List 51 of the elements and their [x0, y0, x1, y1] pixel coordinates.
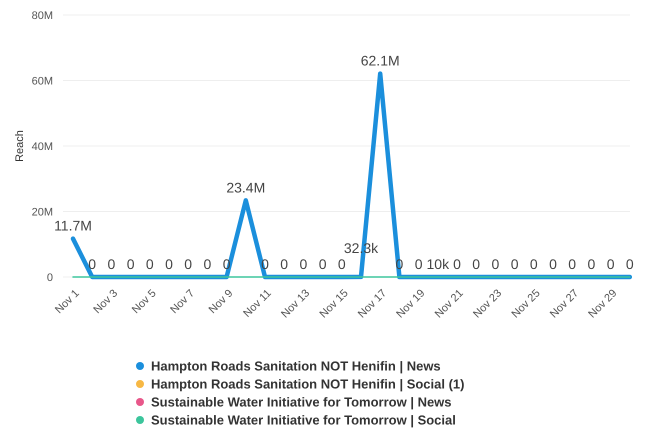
data-label: 0 [126, 256, 135, 272]
data-label: 0 [510, 256, 519, 272]
data-label: 0 [184, 256, 192, 272]
legend-label: Sustainable Water Initiative for Tomorrow | News [151, 394, 452, 410]
y-tick-label: 20M [32, 206, 53, 218]
x-tick-label: Nov 17 [356, 287, 390, 320]
x-tick-label: Nov 5 [130, 287, 159, 316]
data-label: 0 [300, 256, 308, 272]
y-tick-label: 60M [32, 75, 53, 88]
data-label: 0 [492, 256, 500, 272]
x-tick-label: Nov 27 [548, 287, 582, 320]
data-label: 0 [549, 256, 558, 272]
x-tick-label: Nov 7 [168, 287, 198, 316]
x-tick-label: Nov 21 [432, 287, 466, 320]
data-label: 0 [472, 256, 480, 272]
data-label: 0 [338, 256, 346, 272]
x-tick-label: Nov 3 [91, 287, 120, 316]
x-tick-label: Nov 29 [586, 287, 620, 320]
x-tick-label: Nov 11 [241, 287, 274, 320]
data-label: 10k [426, 256, 450, 272]
legend-label: Hampton Roads Sanitation NOT Henifin | Social (1) [151, 376, 464, 392]
data-label: 0 [588, 256, 596, 272]
data-label: 0 [88, 256, 96, 272]
x-tick-label: Nov 13 [279, 287, 312, 320]
data-label: 0 [530, 256, 538, 272]
x-tick-label: Nov 25 [510, 287, 543, 320]
data-label: 0 [146, 256, 154, 272]
data-label: 23.4M [226, 179, 266, 196]
y-tick-label: 0 [46, 272, 53, 284]
y-axis-title: Reach [14, 130, 26, 162]
y-tick-label: 40M [32, 140, 53, 153]
data-label: 0 [453, 256, 462, 272]
data-label: 0 [165, 256, 174, 272]
data-label: 0 [108, 256, 116, 272]
data-label: 0 [318, 256, 327, 272]
data-label: 0 [204, 256, 212, 272]
data-label: 0 [606, 256, 615, 272]
legend-label: Sustainable Water Initiative for Tomorrow | Social [151, 412, 456, 428]
x-tick-label: Nov 19 [394, 287, 428, 320]
x-tick-label: Nov 23 [471, 287, 504, 320]
y-tick-label: 80M [32, 10, 53, 22]
data-label: 0 [626, 256, 634, 272]
x-tick-label: Nov 1 [53, 287, 82, 316]
data-label: 0 [414, 256, 423, 272]
data-label: 0 [280, 256, 288, 272]
x-tick-label: Nov 9 [206, 287, 236, 316]
x-tick-label: Nov 15 [318, 287, 351, 320]
data-label: 11.7M [54, 218, 92, 234]
data-label: 0 [568, 256, 576, 272]
data-label: 62.1M [360, 52, 400, 69]
legend-label: Hampton Roads Sanitation NOT Henifin | News [151, 358, 441, 374]
